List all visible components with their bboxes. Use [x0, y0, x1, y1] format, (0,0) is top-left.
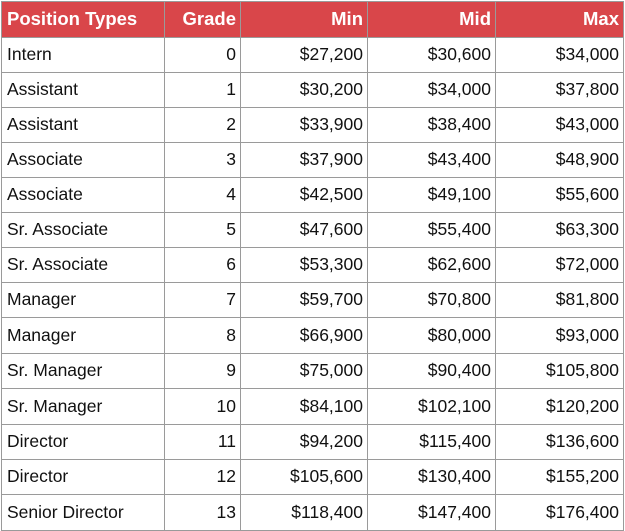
- cell-mid[interactable]: $34,000: [367, 72, 496, 108]
- cell-position[interactable]: Manager: [1, 282, 165, 318]
- cell-min[interactable]: $33,900: [240, 107, 368, 143]
- cell-max[interactable]: $81,800: [495, 282, 624, 318]
- table-row: Manager 7 $59,700 $70,800 $81,800: [1, 282, 624, 318]
- cell-max[interactable]: $43,000: [495, 107, 624, 143]
- header-min[interactable]: Min: [240, 1, 368, 38]
- cell-min[interactable]: $42,500: [240, 177, 368, 213]
- cell-max[interactable]: $120,200: [495, 388, 624, 425]
- cell-mid[interactable]: $30,600: [367, 37, 496, 73]
- table-row: Manager 8 $66,900 $80,000 $93,000: [1, 317, 624, 354]
- cell-position[interactable]: Assistant: [1, 107, 165, 143]
- cell-min[interactable]: $53,300: [240, 247, 368, 283]
- cell-grade[interactable]: 2: [164, 107, 241, 143]
- cell-mid[interactable]: $70,800: [367, 282, 496, 318]
- cell-position[interactable]: Director: [1, 424, 165, 460]
- cell-min[interactable]: $118,400: [240, 494, 368, 531]
- cell-position[interactable]: Associate: [1, 142, 165, 178]
- cell-position[interactable]: Director: [1, 459, 165, 495]
- cell-max[interactable]: $48,900: [495, 142, 624, 178]
- cell-position[interactable]: Senior Director: [1, 494, 165, 531]
- cell-grade[interactable]: 0: [164, 37, 241, 73]
- cell-mid[interactable]: $130,400: [367, 459, 496, 495]
- cell-mid[interactable]: $115,400: [367, 424, 496, 460]
- cell-grade[interactable]: 9: [164, 353, 241, 389]
- cell-mid[interactable]: $147,400: [367, 494, 496, 531]
- cell-position[interactable]: Sr. Manager: [1, 388, 165, 425]
- table-row: Director 12 $105,600 $130,400 $155,200: [1, 459, 624, 495]
- cell-min[interactable]: $84,100: [240, 388, 368, 425]
- header-row: Position Types Grade Min Mid Max: [1, 1, 624, 38]
- cell-grade[interactable]: 13: [164, 494, 241, 531]
- cell-grade[interactable]: 3: [164, 142, 241, 178]
- cell-grade[interactable]: 1: [164, 72, 241, 108]
- cell-position[interactable]: Manager: [1, 317, 165, 354]
- cell-min[interactable]: $37,900: [240, 142, 368, 178]
- table-row: Sr. Manager 9 $75,000 $90,400 $105,800: [1, 353, 624, 389]
- cell-min[interactable]: $47,600: [240, 212, 368, 248]
- cell-min[interactable]: $75,000: [240, 353, 368, 389]
- table-body: Intern 0 $27,200 $30,600 $34,000 Assista…: [1, 37, 624, 531]
- cell-mid[interactable]: $43,400: [367, 142, 496, 178]
- cell-max[interactable]: $136,600: [495, 424, 624, 460]
- table-row: Associate 4 $42,500 $49,100 $55,600: [1, 177, 624, 213]
- cell-grade[interactable]: 10: [164, 388, 241, 425]
- table-row: Associate 3 $37,900 $43,400 $48,900: [1, 142, 624, 178]
- cell-position[interactable]: Sr. Manager: [1, 353, 165, 389]
- cell-position[interactable]: Sr. Associate: [1, 212, 165, 248]
- table-header: Position Types Grade Min Mid Max: [1, 1, 624, 38]
- cell-min[interactable]: $27,200: [240, 37, 368, 73]
- cell-max[interactable]: $34,000: [495, 37, 624, 73]
- cell-position[interactable]: Sr. Associate: [1, 247, 165, 283]
- table-row: Sr. Associate 5 $47,600 $55,400 $63,300: [1, 212, 624, 248]
- cell-grade[interactable]: 11: [164, 424, 241, 460]
- cell-max[interactable]: $176,400: [495, 494, 624, 531]
- table-row: Senior Director 13 $118,400 $147,400 $17…: [1, 494, 624, 531]
- cell-grade[interactable]: 7: [164, 282, 241, 318]
- table-row: Director 11 $94,200 $115,400 $136,600: [1, 424, 624, 460]
- cell-position[interactable]: Associate: [1, 177, 165, 213]
- cell-min[interactable]: $59,700: [240, 282, 368, 318]
- header-mid[interactable]: Mid: [367, 1, 496, 38]
- cell-max[interactable]: $55,600: [495, 177, 624, 213]
- cell-max[interactable]: $93,000: [495, 317, 624, 354]
- cell-min[interactable]: $66,900: [240, 317, 368, 354]
- cell-grade[interactable]: 12: [164, 459, 241, 495]
- cell-min[interactable]: $94,200: [240, 424, 368, 460]
- cell-grade[interactable]: 8: [164, 317, 241, 354]
- cell-position[interactable]: Intern: [1, 37, 165, 73]
- table-row: Assistant 1 $30,200 $34,000 $37,800: [1, 72, 624, 108]
- cell-mid[interactable]: $80,000: [367, 317, 496, 354]
- table-row: Assistant 2 $33,900 $38,400 $43,000: [1, 107, 624, 143]
- header-grade[interactable]: Grade: [164, 1, 241, 38]
- cell-grade[interactable]: 6: [164, 247, 241, 283]
- header-position-types[interactable]: Position Types: [1, 1, 165, 38]
- cell-grade[interactable]: 4: [164, 177, 241, 213]
- table-row: Sr. Associate 6 $53,300 $62,600 $72,000: [1, 247, 624, 283]
- cell-min[interactable]: $30,200: [240, 72, 368, 108]
- cell-max[interactable]: $155,200: [495, 459, 624, 495]
- cell-mid[interactable]: $38,400: [367, 107, 496, 143]
- cell-mid[interactable]: $55,400: [367, 212, 496, 248]
- cell-mid[interactable]: $90,400: [367, 353, 496, 389]
- table-row: Intern 0 $27,200 $30,600 $34,000: [1, 37, 624, 73]
- cell-max[interactable]: $72,000: [495, 247, 624, 283]
- header-max[interactable]: Max: [495, 1, 624, 38]
- cell-position[interactable]: Assistant: [1, 72, 165, 108]
- cell-mid[interactable]: $49,100: [367, 177, 496, 213]
- cell-min[interactable]: $105,600: [240, 459, 368, 495]
- cell-max[interactable]: $63,300: [495, 212, 624, 248]
- cell-mid[interactable]: $102,100: [367, 388, 496, 425]
- cell-max[interactable]: $105,800: [495, 353, 624, 389]
- table-row: Sr. Manager 10 $84,100 $102,100 $120,200: [1, 388, 624, 425]
- cell-mid[interactable]: $62,600: [367, 247, 496, 283]
- cell-max[interactable]: $37,800: [495, 72, 624, 108]
- cell-grade[interactable]: 5: [164, 212, 241, 248]
